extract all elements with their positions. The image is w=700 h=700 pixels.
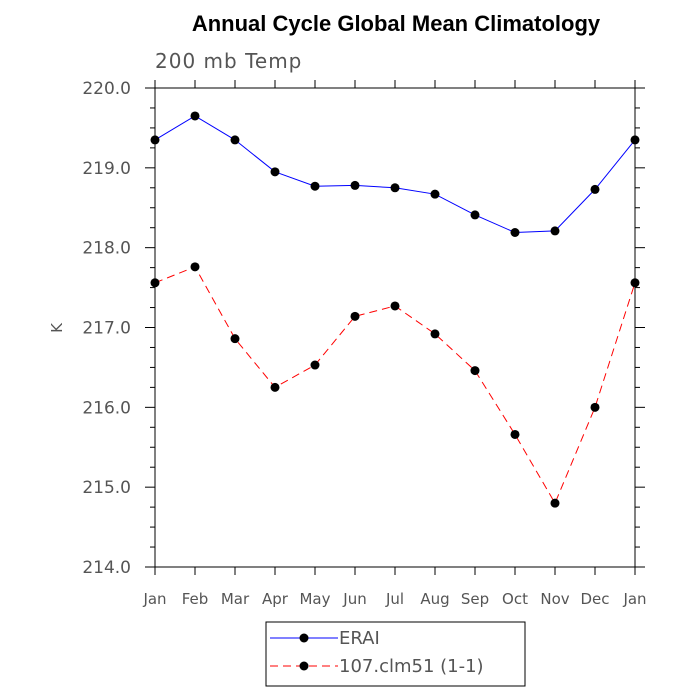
data-point: [470, 366, 480, 376]
y-tick-label: 216.0: [82, 398, 131, 418]
data-point: [150, 135, 160, 145]
series-line: [154, 115, 636, 234]
x-tick-label: Mar: [221, 590, 250, 608]
data-point: [310, 181, 320, 191]
x-tick-label: Dec: [580, 590, 609, 608]
x-tick-label: May: [299, 590, 330, 608]
data-point: [390, 183, 400, 193]
plot-frame: [154, 87, 636, 568]
data-point: [590, 184, 600, 194]
y-axis-label: K: [48, 322, 66, 333]
data-point: [630, 135, 640, 145]
data-point: [550, 226, 560, 236]
legend-marker: [299, 633, 309, 643]
data-point: [150, 278, 160, 288]
y-tick-label: 220.0: [82, 79, 131, 99]
legend-box: [265, 621, 526, 687]
y-tick-label: 219.0: [82, 159, 131, 179]
chart-title: Annual Cycle Global Mean Climatology: [192, 11, 601, 36]
x-tick-label: Aug: [420, 590, 449, 608]
data-point: [510, 227, 520, 237]
y-tick-label: 217.0: [82, 319, 131, 339]
y-tick-label: 215.0: [82, 478, 131, 498]
data-point: [430, 329, 440, 339]
x-tick-label: Jul: [385, 590, 404, 608]
x-tick-label: Feb: [182, 590, 209, 608]
data-point: [350, 311, 360, 321]
legend-label: ERAI: [339, 628, 380, 649]
x-tick-label: Jun: [342, 590, 366, 608]
data-point: [430, 189, 440, 199]
data-point: [270, 167, 280, 177]
data-point: [470, 210, 480, 220]
y-tick-label: 218.0: [82, 239, 131, 259]
series-2: [150, 262, 640, 508]
x-tick-label: Oct: [502, 590, 528, 608]
data-point: [390, 301, 400, 311]
x-tick-label: Jan: [622, 590, 646, 608]
x-tick-label: Sep: [461, 590, 489, 608]
data-point: [310, 360, 320, 370]
legend-marker: [299, 661, 309, 671]
data-point: [590, 402, 600, 412]
data-point: [190, 262, 200, 272]
chart-subtitle: 200 mb Temp: [155, 49, 302, 73]
data-point: [230, 135, 240, 145]
y-tick-label: 214.0: [82, 558, 131, 578]
data-point: [630, 278, 640, 288]
data-point: [190, 111, 200, 121]
data-point: [350, 180, 360, 190]
data-point: [510, 429, 520, 439]
legend-label: 107.clm51 (1-1): [339, 656, 484, 677]
x-tick-label: Apr: [262, 590, 289, 608]
series-1: [150, 111, 640, 237]
x-tick-label: Nov: [540, 590, 569, 608]
data-point: [230, 334, 240, 344]
data-point: [270, 382, 280, 392]
x-tick-label: Jan: [142, 590, 166, 608]
data-point: [550, 498, 560, 508]
